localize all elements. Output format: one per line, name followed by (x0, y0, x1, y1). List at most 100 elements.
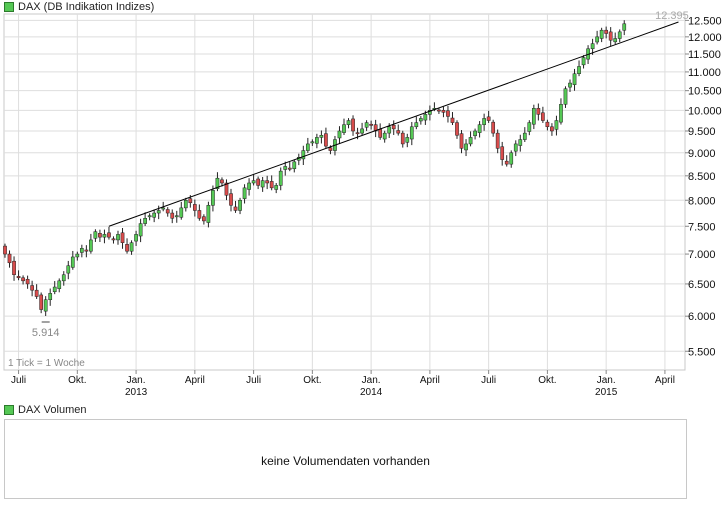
candle (292, 159, 297, 173)
candle (57, 278, 62, 293)
candle-body (143, 218, 147, 224)
candle-body (355, 132, 360, 135)
candle-body (477, 124, 482, 133)
candle-body (75, 253, 80, 258)
candle (513, 140, 518, 157)
candle (473, 128, 477, 140)
candle-body (446, 110, 450, 117)
candle-body (134, 234, 138, 242)
candle (527, 120, 532, 136)
y-tick-label: 8.000 (688, 195, 716, 207)
y-tick-label: 12.500 (688, 15, 722, 27)
candle (102, 229, 107, 244)
candle (7, 250, 12, 268)
candle (265, 175, 270, 190)
candle-body (337, 130, 342, 139)
candle (572, 68, 577, 91)
candle (563, 86, 568, 108)
candle-body (220, 179, 224, 184)
candle (238, 197, 242, 215)
candle-body (161, 207, 166, 210)
candle-body (197, 210, 202, 219)
candle (274, 183, 279, 194)
candle (89, 233, 93, 254)
candle (559, 98, 563, 125)
y-tick-label: 10.000 (688, 105, 722, 117)
candle-body (513, 143, 518, 152)
candle (52, 281, 57, 295)
candle (351, 115, 355, 136)
candle (120, 227, 125, 249)
candle-body (129, 242, 134, 252)
candle (468, 131, 473, 147)
x-tick-label: Okt. (538, 375, 556, 386)
candle (360, 122, 364, 136)
candle (16, 270, 21, 281)
y-tick-label: 8.500 (688, 171, 716, 183)
candle (441, 106, 446, 118)
x-tick-label: Okt. (68, 375, 86, 386)
candle-body (608, 31, 613, 41)
candle-body (577, 66, 581, 74)
candle-body (93, 231, 98, 239)
candle-body (360, 128, 364, 134)
candle-body (409, 126, 414, 140)
candle-body (581, 57, 586, 66)
candle (111, 236, 116, 244)
candle-body (34, 289, 39, 297)
candle (174, 210, 179, 223)
candle (84, 245, 89, 258)
candle (229, 188, 233, 212)
candle-body (238, 200, 242, 211)
candle-body (52, 286, 57, 292)
candle-body (215, 177, 220, 189)
candle (25, 275, 30, 289)
candle-body (152, 212, 157, 218)
legend-swatch (4, 405, 14, 415)
candle-body (3, 245, 7, 255)
candle (617, 29, 622, 43)
candle-body (188, 198, 193, 204)
candle (346, 118, 351, 129)
candle (518, 134, 523, 152)
candle (215, 172, 220, 192)
candle (125, 238, 129, 254)
candle (211, 185, 215, 212)
candle-body (269, 181, 274, 189)
candle (12, 256, 16, 281)
candle-body (301, 150, 306, 160)
candle-body (400, 132, 405, 145)
candle (66, 260, 71, 280)
candle-body (278, 170, 283, 186)
candle (138, 218, 143, 243)
candle-body (441, 110, 446, 113)
candle (152, 209, 157, 223)
candle-body (482, 118, 486, 125)
candle-body (61, 274, 66, 282)
candle-body (414, 122, 419, 128)
candle-body (423, 114, 428, 121)
candle (107, 226, 111, 240)
candle (260, 176, 265, 192)
y-tick-label: 6.500 (688, 279, 716, 291)
x-year-label: 2013 (125, 387, 148, 398)
main-legend: DAX (DB Indikation Indizes) (4, 0, 154, 14)
candle (143, 212, 147, 227)
candle-body (550, 126, 554, 132)
candle-body (622, 23, 627, 31)
candle (455, 120, 459, 139)
candle-body (369, 123, 373, 126)
candle-body (382, 132, 387, 140)
candle (382, 130, 387, 143)
candle-body (351, 118, 355, 132)
legend-swatch (4, 2, 14, 12)
candle (482, 113, 486, 131)
candle (202, 214, 206, 225)
candle-body (111, 238, 116, 241)
x-tick-label: Juli (11, 375, 26, 386)
volume-legend-label: DAX Volumen (18, 404, 87, 416)
y-tick-label: 9.500 (688, 126, 716, 138)
x-tick-label: Juli (481, 375, 496, 386)
candle-body (192, 204, 197, 211)
candle (269, 175, 274, 191)
